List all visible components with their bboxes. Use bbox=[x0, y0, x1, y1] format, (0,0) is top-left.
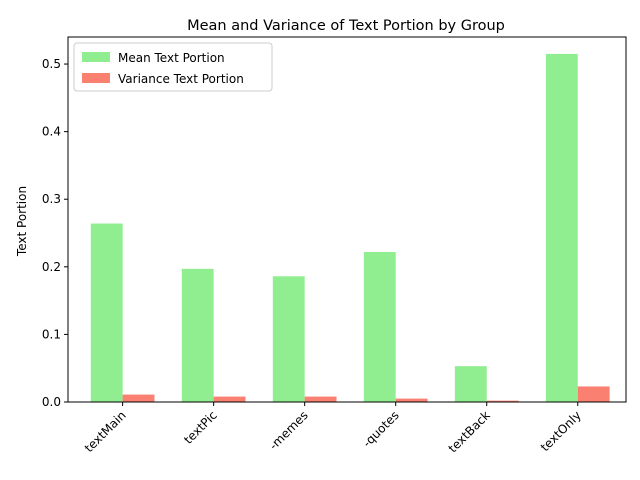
legend-box bbox=[73, 42, 273, 92]
bar-variance-textBack bbox=[486, 400, 519, 402]
bar-mean-textOnly bbox=[545, 53, 578, 403]
chart-title: Mean and Variance of Text Portion by Gro… bbox=[187, 18, 505, 34]
y-axis-label: Text Portion bbox=[15, 186, 29, 257]
bar-variance-textOnly bbox=[577, 386, 610, 402]
x-tick-label: textMain bbox=[82, 408, 129, 455]
bar-variance-quotes bbox=[395, 398, 428, 402]
y-tick-label: 0.4 bbox=[42, 125, 61, 139]
x-tick-label: -memes bbox=[266, 408, 310, 452]
bar-mean-textPic bbox=[181, 268, 214, 402]
bar-mean-textMain bbox=[90, 223, 123, 402]
bar-variance-memes bbox=[304, 396, 337, 402]
legend-swatch-mean bbox=[82, 52, 110, 62]
plot-area: textMain textPic -memes -quotes textBack text… bbox=[42, 36, 627, 455]
bar-mean-quotes bbox=[363, 251, 396, 402]
y-tick-label: 0.0 bbox=[42, 395, 61, 409]
x-tick-label: textPic bbox=[181, 408, 220, 447]
x-tick-label: -quotes bbox=[360, 408, 402, 450]
bar-mean-memes bbox=[272, 276, 305, 402]
y-tick-label: 0.2 bbox=[42, 260, 61, 274]
bar-variance-textPic bbox=[213, 396, 246, 402]
legend-label-mean: Mean Text Portion bbox=[118, 51, 225, 65]
plot-frame bbox=[67, 36, 627, 403]
x-tick-label: textOnly bbox=[538, 408, 584, 454]
y-tick-label: 0.5 bbox=[42, 57, 61, 71]
x-tick-label: textBack bbox=[446, 408, 493, 455]
legend-label-variance: Variance Text Portion bbox=[118, 72, 244, 86]
legend: Mean Text Portion Variance Text Portion bbox=[73, 42, 273, 92]
bar-mean-textBack bbox=[454, 366, 487, 402]
y-tick-label: 0.3 bbox=[42, 192, 61, 206]
legend-swatch-variance bbox=[82, 73, 110, 83]
y-tick-label: 0.1 bbox=[42, 327, 61, 341]
bar-variance-textMain bbox=[122, 394, 155, 402]
